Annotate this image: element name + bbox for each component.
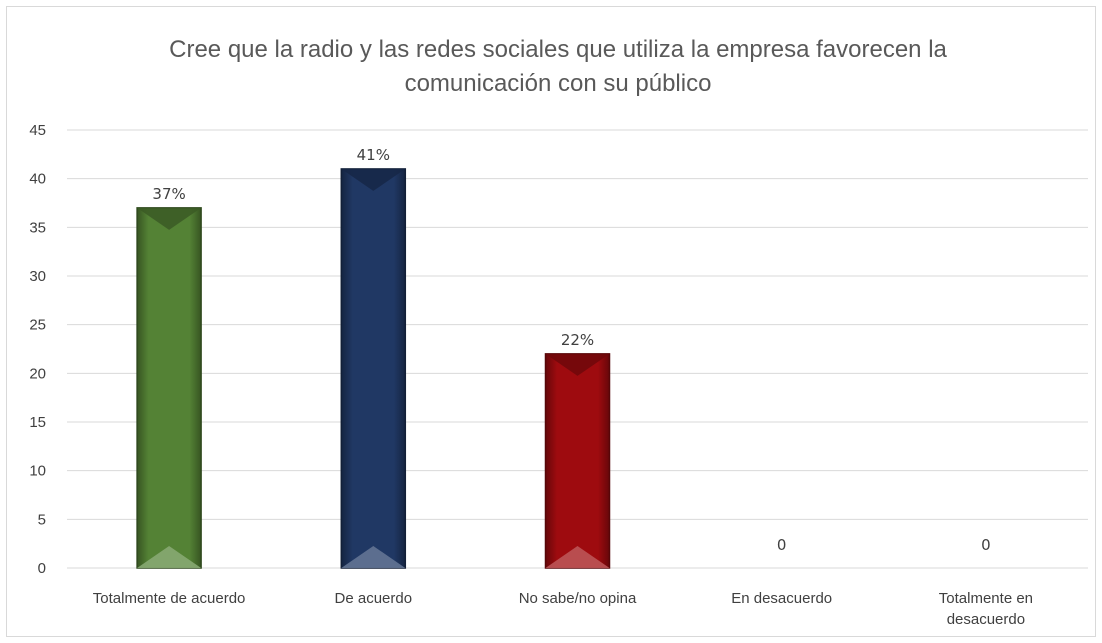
bar-1 bbox=[340, 168, 407, 569]
category-label: Totalmente de acuerdo bbox=[93, 590, 246, 607]
y-tick-label: 40 bbox=[29, 171, 46, 188]
y-tick-label: 30 bbox=[29, 268, 46, 285]
bar-top-bevel bbox=[545, 353, 610, 376]
category-labels: Totalmente de acuerdo De acuerdo No sabe/n… bbox=[93, 590, 1033, 628]
data-label: 0 bbox=[777, 536, 787, 554]
data-label: 0 bbox=[981, 536, 991, 554]
chart-title-line-2: comunicación con su público bbox=[405, 70, 712, 97]
data-labels: 37% 41% 22% 0 0 bbox=[152, 146, 990, 554]
y-tick-label: 20 bbox=[29, 365, 46, 382]
bar-body bbox=[340, 168, 407, 569]
bar-top-bevel bbox=[137, 207, 202, 230]
data-label: 37% bbox=[152, 185, 185, 203]
bar-body bbox=[136, 207, 202, 569]
bars bbox=[136, 168, 611, 569]
data-label: 41% bbox=[357, 146, 390, 164]
category-label: Totalmente en bbox=[939, 590, 1033, 607]
bar-bottom-bevel bbox=[545, 546, 610, 568]
chart-title-line-1: Cree que la radio y las redes sociales q… bbox=[169, 36, 947, 63]
y-tick-label: 45 bbox=[29, 122, 46, 139]
y-axis-tick-labels: 0 5 10 15 20 25 30 35 40 45 bbox=[29, 122, 46, 577]
data-label: 22% bbox=[561, 331, 594, 349]
bar-0 bbox=[136, 207, 202, 569]
category-label: De acuerdo bbox=[335, 590, 413, 607]
y-tick-label: 15 bbox=[29, 414, 46, 431]
y-tick-label: 35 bbox=[29, 219, 46, 236]
y-tick-label: 0 bbox=[38, 560, 46, 577]
y-tick-label: 5 bbox=[38, 511, 46, 528]
gridlines bbox=[67, 129, 1088, 569]
y-tick-label: 10 bbox=[29, 463, 46, 480]
category-label: En desacuerdo bbox=[731, 590, 832, 607]
category-label: No sabe/no opina bbox=[519, 590, 637, 607]
category-label: desacuerdo bbox=[947, 611, 1025, 628]
bar-body bbox=[544, 353, 611, 569]
bar-bottom-bevel bbox=[341, 546, 406, 568]
bar-2 bbox=[544, 353, 611, 569]
bar-top-bevel bbox=[341, 168, 406, 191]
y-tick-label: 25 bbox=[29, 317, 46, 334]
bar-bottom-bevel bbox=[137, 546, 202, 568]
